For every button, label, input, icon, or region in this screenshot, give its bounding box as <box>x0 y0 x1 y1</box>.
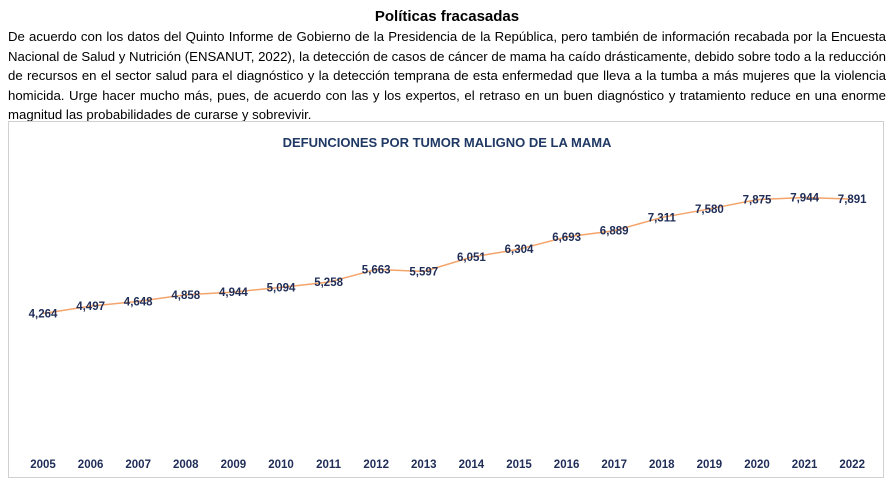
x-tick-label: 2018 <box>649 459 675 471</box>
x-tick-label: 2013 <box>411 459 437 471</box>
x-tick-label: 2008 <box>173 459 199 471</box>
data-label: 5,597 <box>409 266 438 278</box>
chart-frame: DEFUNCIONES POR TUMOR MALIGNO DE LA MAMA… <box>8 121 884 478</box>
x-tick-label: 2020 <box>744 459 770 471</box>
x-tick-label: 2012 <box>363 459 389 471</box>
x-tick-label: 2015 <box>506 459 532 471</box>
data-label: 7,944 <box>790 192 819 204</box>
x-tick-label: 2014 <box>459 459 485 471</box>
data-label: 7,311 <box>648 212 677 224</box>
x-tick-label: 2019 <box>697 459 723 471</box>
x-tick-label: 2022 <box>839 459 865 471</box>
data-label: 4,648 <box>124 296 153 308</box>
series-line <box>42 196 853 315</box>
x-tick-label: 2021 <box>792 459 818 471</box>
data-label: 7,580 <box>695 204 724 216</box>
x-tick-label: 2005 <box>30 459 56 471</box>
x-tick-label: 2016 <box>554 459 580 471</box>
data-label: 5,094 <box>267 282 296 294</box>
document-title: Políticas fracasadas <box>374 8 520 25</box>
data-label: 5,663 <box>362 264 391 276</box>
x-tick-label: 2006 <box>78 459 104 471</box>
x-tick-label: 2009 <box>221 459 247 471</box>
data-label: 6,304 <box>505 244 534 256</box>
x-tick-label: 2007 <box>125 459 151 471</box>
data-label: 4,264 <box>29 309 58 321</box>
data-label: 5,258 <box>314 277 343 289</box>
data-label: 6,051 <box>457 252 486 264</box>
x-tick-label: 2011 <box>316 459 342 471</box>
data-label: 4,944 <box>219 287 248 299</box>
x-tick-label: 2017 <box>601 459 627 471</box>
data-label: 6,889 <box>600 226 629 238</box>
chart-title: DEFUNCIONES POR TUMOR MALIGNO DE LA MAMA <box>283 135 612 150</box>
data-label: 6,693 <box>552 232 581 244</box>
data-label: 4,497 <box>76 301 105 313</box>
document-paragraph: De acuerdo con los datos del Quinto Info… <box>8 29 886 123</box>
line-chart: DEFUNCIONES POR TUMOR MALIGNO DE LA MAMA… <box>29 135 868 471</box>
data-label: 4,858 <box>171 290 200 302</box>
x-tick-label: 2010 <box>268 459 294 471</box>
data-label: 7,875 <box>743 195 772 207</box>
data-label: 7,891 <box>838 194 867 206</box>
